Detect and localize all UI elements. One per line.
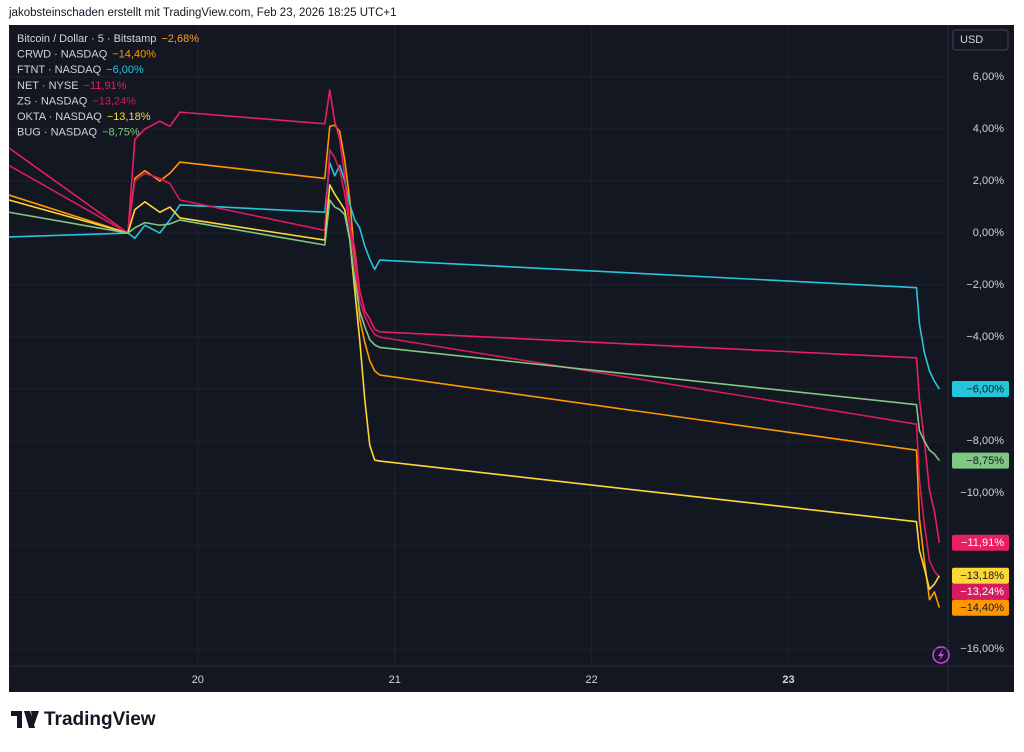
y-tick-label: 0,00% bbox=[973, 227, 1004, 239]
legend-entry: OKTA · NASDAQ −13,18% bbox=[17, 111, 151, 123]
y-tick-label: −8,00% bbox=[966, 435, 1004, 447]
y-tick-label: 6,00% bbox=[973, 71, 1004, 83]
legend-entry: NET · NYSE −11,91% bbox=[17, 80, 127, 92]
price-tag bbox=[952, 534, 1009, 551]
x-tick-label: 20 bbox=[192, 674, 204, 686]
price-tag bbox=[952, 452, 1009, 469]
price-tag-label: −13,18% bbox=[960, 570, 1004, 582]
chart-title: jakobsteinschaden erstellt mit TradingVi… bbox=[8, 7, 397, 19]
price-tag bbox=[952, 381, 1009, 398]
legend-change: −8,75% bbox=[102, 127, 140, 139]
legend-entry: Bitcoin / Dollar · 5 · Bitstamp −2,68% bbox=[17, 33, 199, 45]
grid bbox=[9, 25, 948, 666]
price-tag bbox=[952, 599, 1009, 616]
legend-name: NET · NYSE bbox=[17, 80, 79, 92]
legend-name: CRWD · NASDAQ bbox=[17, 49, 108, 61]
currency-label: USD bbox=[960, 34, 983, 46]
series-line bbox=[8, 124, 941, 608]
legend-name: Bitcoin / Dollar · 5 · Bitstamp bbox=[17, 33, 156, 45]
legend-name: BUG · NASDAQ bbox=[17, 127, 98, 139]
price-tag-label: −8,75% bbox=[966, 455, 1004, 467]
legend-change: −2,68% bbox=[161, 33, 199, 45]
y-tick-label: −16,00% bbox=[960, 643, 1004, 655]
price-tag bbox=[952, 583, 1009, 600]
series-line bbox=[8, 199, 940, 462]
price-tag-label: −11,91% bbox=[961, 537, 1004, 549]
price-tag-label: −14,40% bbox=[960, 602, 1004, 614]
x-tick-label: 22 bbox=[585, 674, 597, 686]
legend-entry: BUG · NASDAQ −8,75% bbox=[17, 127, 140, 139]
watermark: TradingView bbox=[44, 709, 156, 730]
series-line bbox=[8, 162, 941, 390]
legend-change: −14,40% bbox=[112, 49, 156, 61]
legend-change: −6,00% bbox=[106, 64, 144, 76]
y-tick-label: −4,00% bbox=[966, 331, 1004, 343]
legend-change: −11,91% bbox=[84, 80, 127, 92]
y-tick-label: −2,00% bbox=[966, 279, 1004, 291]
legend-change: −13,24% bbox=[92, 95, 136, 107]
legend-entry: ZS · NASDAQ −13,24% bbox=[17, 95, 136, 107]
logo bbox=[11, 711, 39, 728]
legend-name: FTNT · NASDAQ bbox=[17, 64, 102, 76]
legend-name: ZS · NASDAQ bbox=[17, 95, 88, 107]
x-tick-label: 23 bbox=[782, 674, 794, 686]
y-tick-label: 4,00% bbox=[973, 123, 1004, 135]
legend-name: OKTA · NASDAQ bbox=[17, 111, 102, 123]
legend-entry: CRWD · NASDAQ −14,40% bbox=[17, 49, 156, 61]
series-line bbox=[8, 149, 940, 578]
lightning-icon[interactable] bbox=[932, 646, 950, 664]
y-tick-label: 2,00% bbox=[973, 175, 1004, 187]
y-tick-label: −10,00% bbox=[960, 487, 1004, 499]
price-tag-label: −6,00% bbox=[966, 383, 1004, 395]
x-tick-label: 21 bbox=[389, 674, 401, 686]
price-tag bbox=[952, 567, 1009, 584]
price-tag-label: −13,24% bbox=[960, 586, 1004, 598]
legend-change: −13,18% bbox=[107, 111, 151, 123]
legend-entry: FTNT · NASDAQ −6,00% bbox=[17, 64, 144, 76]
currency-box bbox=[952, 29, 1009, 51]
lightning-icon-bolt bbox=[938, 649, 944, 661]
